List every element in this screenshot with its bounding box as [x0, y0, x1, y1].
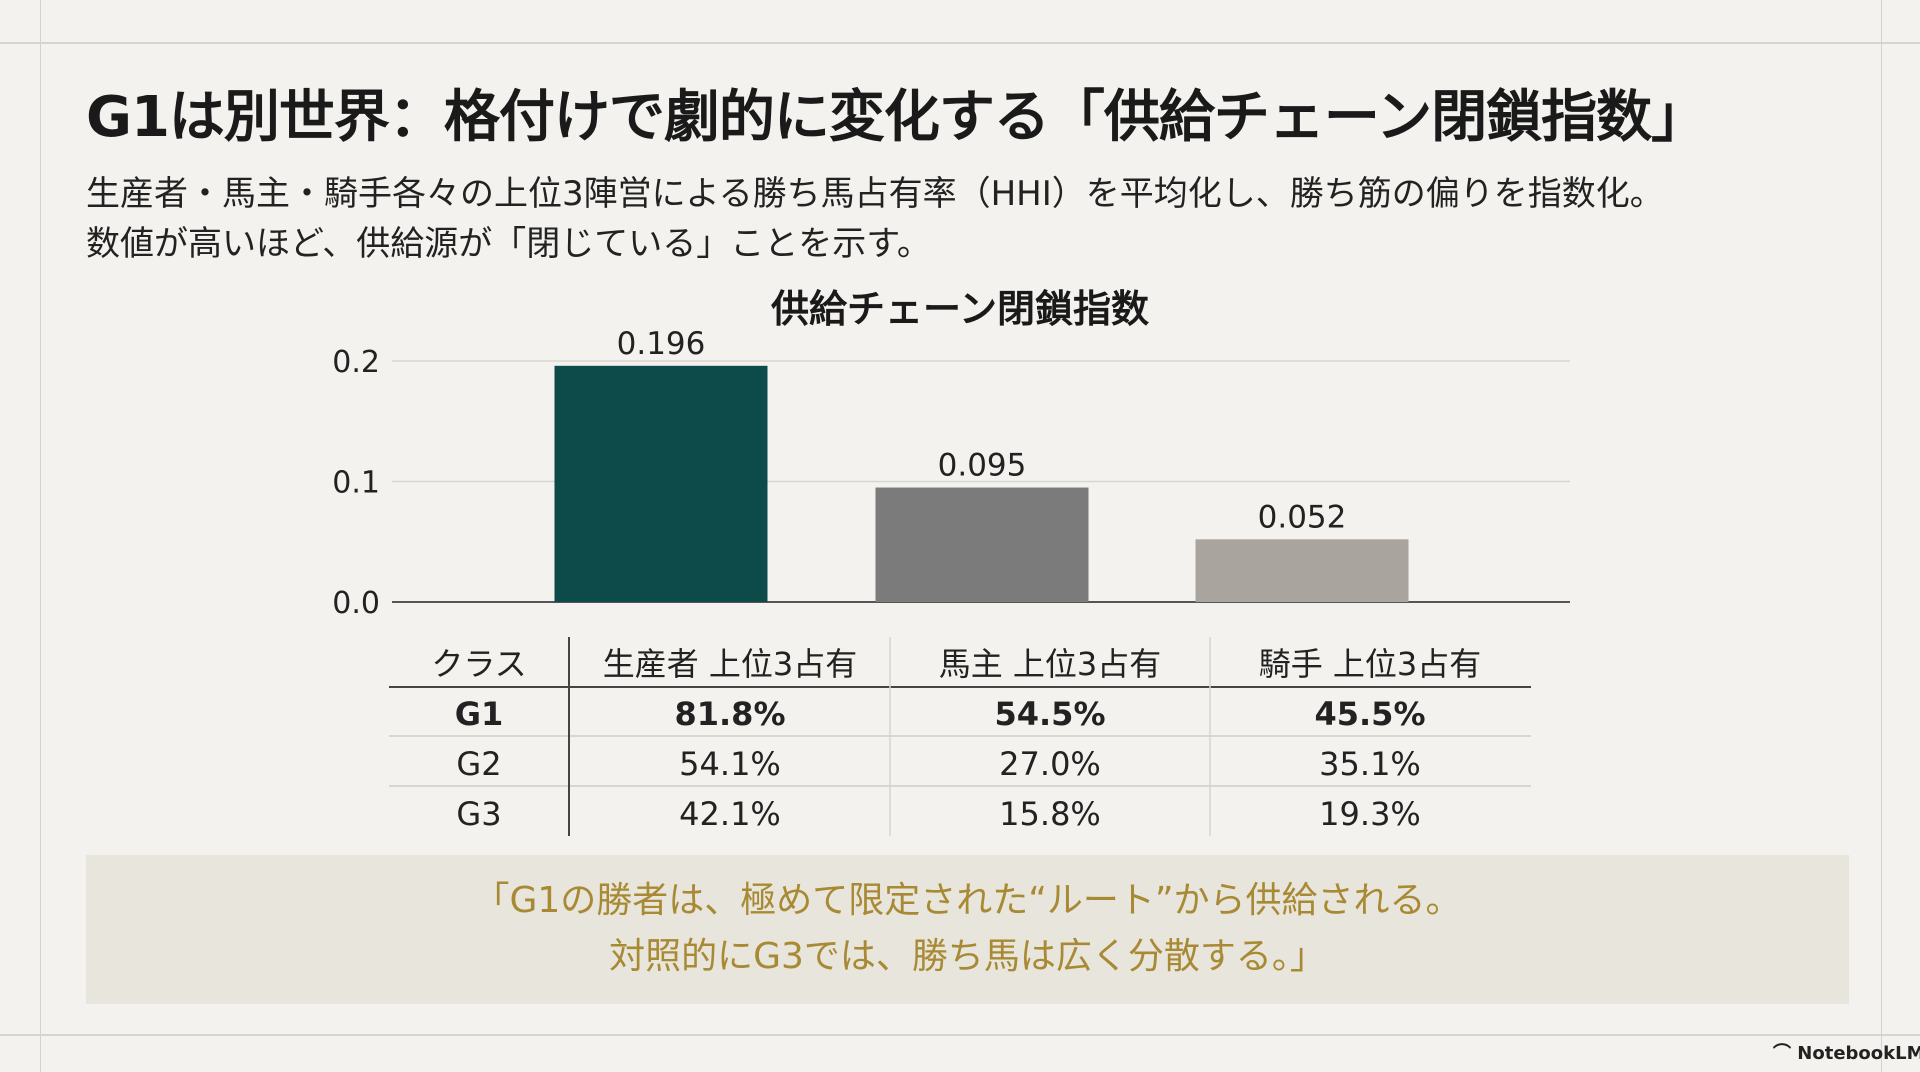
table-header-cell: 生産者 上位3占有: [603, 645, 858, 683]
bar-生産者: [554, 365, 768, 602]
chart-title: 供給チェーン閉鎖指数: [771, 287, 1149, 331]
frame-line-bottom: [0, 1034, 1920, 1036]
table-cell: G1: [455, 695, 504, 733]
frame-line-left: [40, 0, 41, 1072]
subtitle-line-1: 生産者・馬主・騎手各々の上位3陣営による勝ち馬占有率（HHI）を平均化し、勝ち筋…: [86, 174, 1664, 214]
table-header-cell: クラス: [431, 645, 526, 683]
table-cell: 27.0%: [999, 745, 1101, 783]
quote-box: 「G1の勝者は、極めて限定された“ルート”から供給される。 対照的にG3では、勝…: [86, 855, 1849, 1004]
y-tick-label: 0.2: [332, 345, 380, 380]
frame-line-top: [0, 42, 1920, 44]
table-header-cell: 馬主 上位3占有: [939, 645, 1162, 683]
quote-line-2: 対照的にG3では、勝ち馬は広く分散する。」: [609, 936, 1326, 977]
table-cell: 45.5%: [1314, 695, 1425, 733]
table-cell: 35.1%: [1319, 745, 1421, 783]
bar-value-label: 0.196: [617, 326, 706, 362]
table-cell: 15.8%: [999, 795, 1101, 833]
y-tick-label: 0.1: [332, 466, 380, 501]
table-cell: 19.3%: [1319, 795, 1421, 833]
quote-line-1: 「G1の勝者は、極めて限定された“ルート”から供給される。: [473, 880, 1462, 921]
subtitle-line-2: 数値が高いほど、供給源が「閉じている」ことを示す。: [86, 224, 931, 264]
table-cell: 54.5%: [994, 695, 1105, 733]
slide-title: G1は別世界：格付けで劇的に変化する「供給チェーン閉鎖指数」: [86, 85, 1707, 150]
footer-label: NotebookLM: [1797, 1043, 1920, 1064]
table-header-cell: 騎手 上位3占有: [1259, 645, 1482, 683]
table-cell: 81.8%: [674, 695, 785, 733]
bar-騎手: [1195, 539, 1409, 602]
notebooklm-icon: ⌒: [1773, 1043, 1798, 1064]
frame-line-right: [1881, 0, 1882, 1072]
bar-value-label: 0.095: [938, 448, 1027, 484]
notebooklm-logo: ⌒ NotebookLM: [1773, 1039, 1920, 1065]
y-tick-label: 0.0: [332, 586, 380, 621]
table-cell: 42.1%: [679, 795, 781, 833]
table-cell: 54.1%: [679, 745, 781, 783]
bar-馬主: [875, 487, 1089, 602]
table-cell: G3: [456, 795, 501, 833]
table-cell: G2: [456, 745, 501, 783]
bar-value-label: 0.052: [1258, 499, 1347, 535]
